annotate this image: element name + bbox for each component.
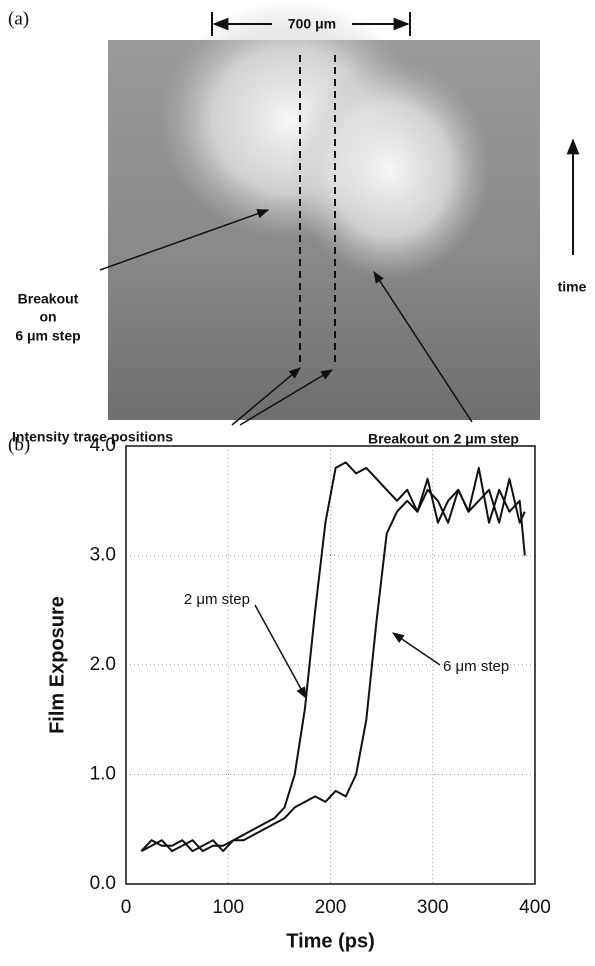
panel-label: (b) [8, 434, 30, 455]
x-tick-label: 100 [212, 897, 244, 918]
plot-frame [125, 445, 536, 885]
annotation-arrow [373, 270, 473, 423]
y-tick-label: 3.0 [90, 545, 116, 566]
y-tick-label: 0.0 [90, 873, 116, 894]
annotation: Breakout on 2 μm step [368, 431, 519, 447]
panel-b: (b) [8, 434, 441, 700]
scale-label: 700 μm [288, 16, 336, 32]
x-tick-label: 300 [417, 897, 449, 918]
x-tick-label: 0 [121, 897, 132, 918]
series-label: 6 μm step [443, 658, 509, 675]
annotation: Intensity trace positions [12, 429, 173, 445]
annotation-arrow [231, 367, 301, 426]
y-tick-label: 2.0 [90, 654, 116, 675]
x-tick-label: 400 [519, 897, 551, 918]
bright-region [290, 60, 490, 280]
series-label: 2 μm step [184, 591, 250, 608]
y-tick-label: 4.0 [90, 435, 116, 456]
time-label: time [558, 279, 587, 295]
annotation-arrow [254, 604, 307, 700]
annotation-arrow [239, 369, 334, 426]
data-line [140, 477, 526, 853]
x-tick-label: 200 [315, 897, 347, 918]
annotation-arrow [392, 632, 441, 666]
panel-label: (a) [8, 8, 29, 29]
x-axis-label: Time (ps) [286, 930, 375, 952]
annotation: 6 μm step [15, 328, 80, 344]
panel-a: (a) 700 μm time Breakout on 6 μm step In… [8, 0, 587, 447]
y-tick-label: 1.0 [90, 764, 116, 785]
annotation: on [39, 309, 56, 325]
annotation-arrow [99, 209, 270, 271]
y-axis-label: Film Exposure [46, 596, 68, 734]
annotation: Breakout [18, 291, 79, 307]
